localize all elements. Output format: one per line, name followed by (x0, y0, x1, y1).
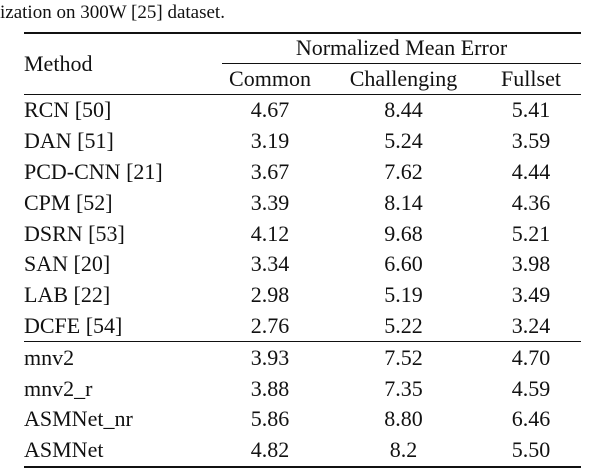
fullset-value-cell: 3.59 (511, 128, 551, 154)
fullset-column-header: Fullset (501, 66, 561, 91)
table-row: mnv2 3.93 7.52 4.70 (24, 342, 581, 373)
fullset-value-cell: 5.50 (511, 437, 551, 463)
fullset-value-cell: 3.98 (511, 251, 551, 277)
challenging-value-cell: 8.44 (384, 97, 423, 123)
method-cell: PCD-CNN [21] (24, 158, 163, 184)
table-row: DSRN [53] 4.12 9.68 5.21 (24, 218, 581, 249)
fullset-value-cell: 4.70 (511, 344, 551, 370)
challenging-value-cell: 5.19 (384, 282, 423, 308)
challenging-column-header: Challenging (349, 66, 458, 91)
challenging-value-cell: 6.60 (384, 251, 423, 277)
table-row: mnv2_r 3.88 7.35 4.59 (24, 373, 581, 404)
method-cell: DSRN [53] (24, 220, 125, 246)
method-column-header: Method (24, 33, 214, 95)
common-value-cell: 3.67 (250, 158, 290, 184)
challenging-value-cell: 7.62 (384, 158, 423, 184)
challenging-value-cell: 5.24 (384, 128, 423, 154)
results-table: Method Normalized Mean Error Common Chal… (24, 32, 581, 468)
fullset-value-cell: 3.24 (511, 312, 551, 338)
nme-group-header: Normalized Mean Error (214, 33, 581, 64)
common-value-cell: 5.86 (250, 406, 290, 432)
table-header: Method Normalized Mean Error Common Chal… (24, 33, 581, 95)
method-cell: mnv2 (24, 344, 75, 370)
fullset-value-cell: 4.44 (511, 158, 551, 184)
method-cell: DCFE [54] (24, 312, 123, 338)
table-caption: ization on 300W [25] dataset. (0, 2, 225, 23)
table-row: DCFE [54] 2.76 5.22 3.24 (24, 311, 581, 342)
proposed-methods-group: mnv2 3.93 7.52 4.70 mnv2_r 3.88 7.35 4.59 ASMNet… (24, 342, 581, 467)
fullset-value-cell: 5.41 (511, 97, 551, 123)
table-row: LAB [22] 2.98 5.19 3.49 (24, 280, 581, 311)
baseline-methods-group: RCN [50] 4.67 8.44 5.41 DAN [51] 3.19 5.24 3.59… (24, 95, 581, 342)
common-value-cell: 4.12 (250, 220, 290, 246)
method-cell: mnv2_r (24, 375, 93, 401)
method-cell: ASMNet_nr (24, 406, 133, 432)
challenging-value-cell: 8.14 (384, 189, 423, 215)
common-value-cell: 2.98 (250, 282, 290, 308)
challenging-value-cell: 9.68 (384, 220, 423, 246)
fullset-value-cell: 4.59 (511, 375, 551, 401)
method-cell: CPM [52] (24, 189, 113, 215)
fullset-value-cell: 5.21 (511, 220, 551, 246)
fullset-value-cell: 4.36 (511, 189, 551, 215)
table-row: CPM [52] 3.39 8.14 4.36 (24, 187, 581, 218)
method-cell: LAB [22] (24, 282, 111, 308)
common-value-cell: 3.34 (250, 251, 290, 277)
method-cell: RCN [50] (24, 97, 112, 123)
table-row: PCD-CNN [21] 3.67 7.62 4.44 (24, 157, 581, 188)
challenging-value-cell: 7.52 (384, 344, 423, 370)
method-cell: SAN [20] (24, 251, 111, 277)
common-value-cell: 3.88 (250, 375, 290, 401)
table-row: RCN [50] 4.67 8.44 5.41 (24, 95, 581, 126)
fullset-value-cell: 3.49 (511, 282, 551, 308)
nme-group-header-label: Normalized Mean Error (222, 35, 581, 64)
common-value-cell: 4.82 (250, 437, 290, 463)
challenging-value-cell: 5.22 (384, 312, 423, 338)
common-value-cell: 3.19 (250, 128, 290, 154)
common-column-header: Common (229, 66, 311, 91)
fullset-value-cell: 6.46 (511, 406, 551, 432)
method-cell: DAN [51] (24, 128, 114, 154)
challenging-value-cell: 8.80 (384, 406, 423, 432)
common-value-cell: 2.76 (250, 312, 290, 338)
common-value-cell: 3.93 (250, 344, 290, 370)
table-row: DAN [51] 3.19 5.24 3.59 (24, 126, 581, 157)
table-row: ASMNet_nr 5.86 8.80 6.46 (24, 404, 581, 435)
common-value-cell: 3.39 (250, 189, 290, 215)
method-cell: ASMNet (24, 437, 104, 463)
challenging-value-cell: 7.35 (384, 375, 423, 401)
challenging-value-cell: 8.2 (389, 437, 418, 463)
common-value-cell: 4.67 (250, 97, 290, 123)
table-row: SAN [20] 3.34 6.60 3.98 (24, 249, 581, 280)
